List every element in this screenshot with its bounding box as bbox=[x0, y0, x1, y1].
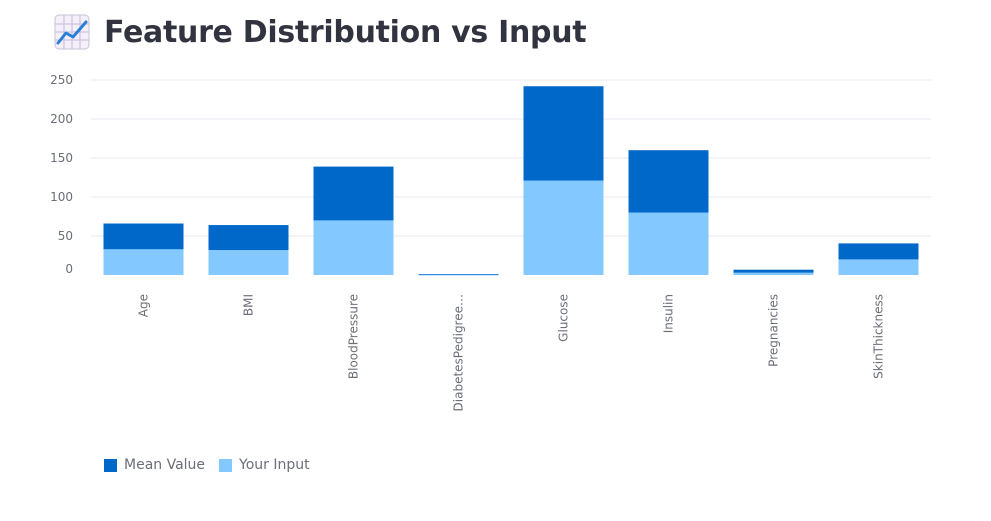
y-tick-label: 0 bbox=[65, 262, 73, 276]
bar-your-input[interactable] bbox=[628, 212, 709, 275]
legend-label-mean: Mean Value bbox=[124, 457, 206, 473]
x-tick-label: SkinThickness bbox=[872, 294, 886, 379]
page-title: Feature Distribution vs Input bbox=[104, 14, 587, 50]
y-tick-label: 150 bbox=[50, 151, 73, 165]
x-tick-label: Insulin bbox=[662, 294, 676, 333]
bar-your-input[interactable] bbox=[103, 249, 184, 275]
bar-mean-value[interactable] bbox=[103, 223, 184, 250]
x-tick-label: Age bbox=[137, 294, 151, 317]
bar-mean-value[interactable] bbox=[628, 150, 709, 213]
gridlines bbox=[91, 79, 931, 237]
bar-mean-value[interactable] bbox=[733, 269, 814, 273]
page-header: Feature Distribution vs Input bbox=[54, 12, 587, 52]
bar-mean-value[interactable] bbox=[523, 86, 604, 181]
legend-swatch-mean bbox=[104, 458, 117, 472]
y-tick-label: 50 bbox=[58, 229, 73, 243]
bar-mean-value[interactable] bbox=[418, 274, 499, 276]
y-tick-label: 250 bbox=[50, 73, 73, 87]
x-tick-label: DiabetesPedigree… bbox=[452, 294, 466, 411]
bar-mean-value[interactable] bbox=[313, 166, 394, 221]
bar-your-input[interactable] bbox=[838, 259, 919, 275]
legend-item-input[interactable]: Your Input bbox=[219, 457, 310, 473]
y-tick-label: 200 bbox=[50, 112, 73, 126]
bar-mean-value[interactable] bbox=[208, 225, 289, 251]
bar-your-input[interactable] bbox=[733, 272, 814, 275]
x-tick-label: Glucose bbox=[557, 294, 571, 342]
legend-swatch-input bbox=[219, 458, 233, 472]
y-axis-ticks: 0 50 100 150 200 250 bbox=[50, 73, 73, 276]
legend-item-mean[interactable]: Mean Value bbox=[104, 457, 205, 473]
x-axis-ticks: Age BMI BloodPressure DiabetesPedigree… Gluc… bbox=[137, 294, 886, 411]
chart-increasing-icon bbox=[54, 14, 90, 50]
bar-your-input[interactable] bbox=[313, 220, 394, 275]
legend-label-input: Your Input bbox=[239, 457, 310, 473]
bar-mean-value[interactable] bbox=[838, 243, 919, 260]
x-tick-label: Pregnancies bbox=[767, 294, 781, 367]
bar-your-input[interactable] bbox=[208, 250, 289, 275]
bar-your-input[interactable] bbox=[523, 180, 604, 275]
bars bbox=[103, 86, 919, 276]
x-tick-label: BloodPressure bbox=[347, 294, 361, 379]
chart-legend: Mean Value Your Input bbox=[104, 457, 324, 473]
y-tick-label: 100 bbox=[50, 190, 73, 204]
x-tick-label: BMI bbox=[242, 294, 256, 316]
